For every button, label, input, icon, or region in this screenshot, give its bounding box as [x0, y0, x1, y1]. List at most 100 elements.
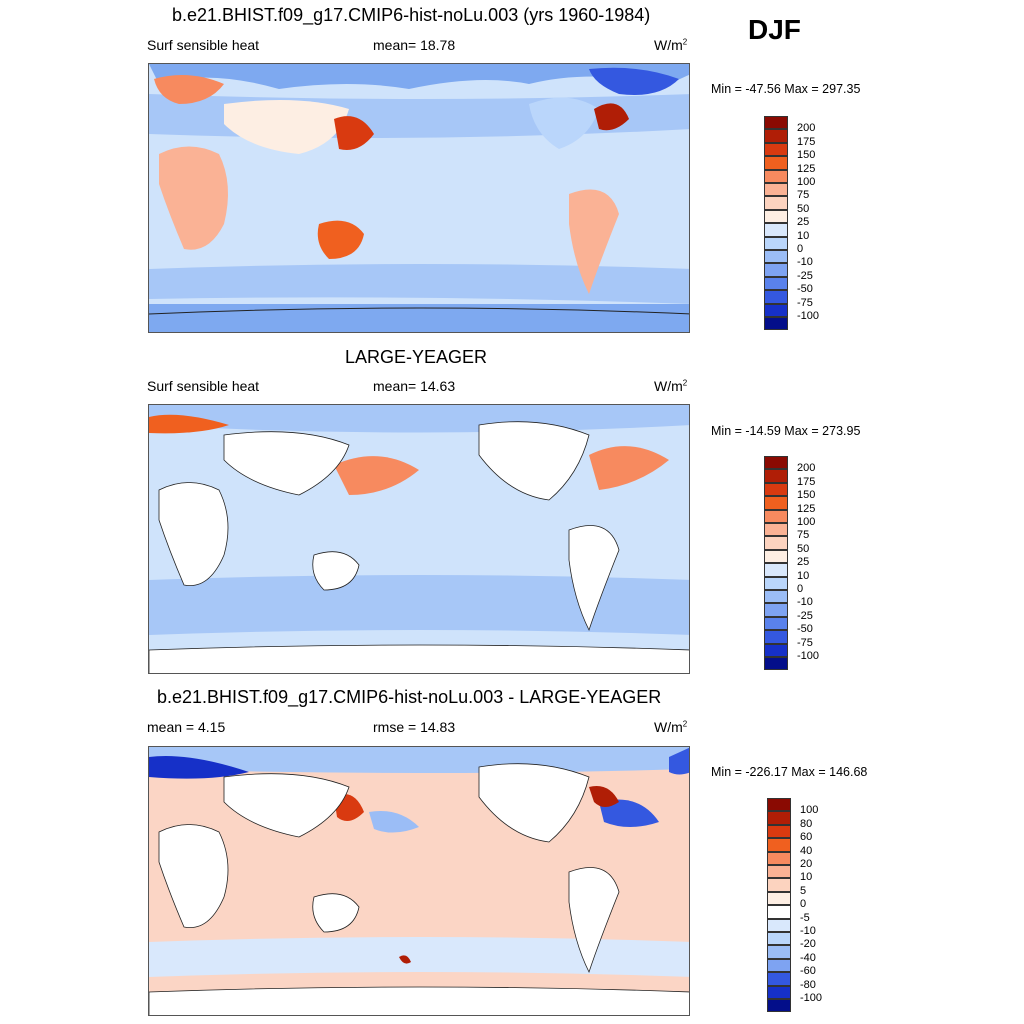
colorbar-3-tick-label: 20 [800, 858, 813, 870]
kuroshio-hotspot [334, 456, 419, 495]
greenland-cold [589, 67, 679, 95]
colorbar-3-swatch [767, 918, 791, 932]
colorbar-3-swatch [767, 811, 791, 825]
colorbar-3-tick-label: 80 [800, 817, 813, 830]
colorbar-3-tick-label: -40 [800, 951, 816, 964]
colorbar-2-swatch [764, 482, 788, 497]
colorbar-2-swatch [764, 509, 788, 523]
colorbar-1-swatch [764, 142, 788, 157]
colorbar-1-swatch [764, 250, 788, 264]
colorbar-3-tick-label: -5 [800, 911, 810, 924]
colorbar-1-tick-label: 125 [797, 162, 816, 175]
australia-land [317, 220, 364, 259]
colorbar-3-tick-label: 5 [800, 884, 807, 897]
colorbar-1-tick-label: -10 [797, 256, 813, 269]
colorbar-2-tick-label: -100 [797, 650, 820, 662]
gulf-stream-hotspot [589, 446, 669, 490]
panel-1-minmax: Min = -47.56 Max = 297.35 [711, 82, 861, 96]
gulf-stream-hotspot [594, 103, 629, 131]
colorbar-1-tick-label: 10 [797, 229, 810, 242]
panel-2-map-svg [149, 405, 689, 673]
north-atlantic-cold [599, 799, 659, 827]
colorbar-2-swatch [764, 456, 788, 470]
colorbar-1-swatch [764, 209, 788, 224]
panel-3-rmse-label: rmse = 14.83 [373, 719, 456, 735]
colorbar-3-tick-label: -100 [800, 992, 823, 1004]
colorbar-1-tick-label: 25 [797, 216, 810, 229]
colorbar-1-swatch [764, 129, 788, 143]
labrador-sea-cold [669, 747, 689, 775]
arctic-band [149, 405, 689, 433]
colorbar-2-swatch [764, 576, 788, 590]
colorbar-3-swatch [767, 905, 791, 919]
colorbar-2-tick-label: -25 [797, 609, 813, 622]
kuroshio-hotspot [334, 116, 374, 150]
colorbar-1-swatch [764, 116, 788, 130]
colorbar-3-tick-label: -10 [800, 925, 816, 937]
colorbar-2-tick-label: 10 [797, 569, 810, 582]
asia-land [224, 100, 349, 154]
colorbar-2-tick-label: -10 [797, 596, 813, 609]
colorbar-3-tick-label: -80 [800, 978, 816, 991]
panel-2-units-label: W/m2 [654, 378, 688, 394]
colorbar-2-swatch [764, 469, 788, 483]
panel-2-map [148, 404, 690, 674]
colorbar-1-swatch [764, 236, 788, 250]
colorbar-3-tick-label: -60 [800, 965, 816, 978]
colorbar-2-swatch [764, 523, 788, 537]
colorbar-1-tick-label: 50 [797, 202, 810, 215]
colorbar-1-tick-label: -50 [797, 283, 813, 296]
season-label: DJF [748, 14, 801, 45]
southern-ocean-band [149, 264, 689, 304]
panel-3-minmax: Min = -226.17 Max = 146.68 [711, 765, 868, 779]
africa-land [159, 146, 228, 250]
colorbar-2-tick-label: 150 [797, 489, 816, 502]
colorbar-1-swatch [764, 183, 788, 197]
colorbar-1-tick-label: -75 [797, 296, 813, 309]
colorbar-3-swatch [767, 985, 791, 999]
colorbar-3-swatch [767, 972, 791, 986]
colorbar-2-tick-label: 0 [797, 583, 804, 595]
colorbar-2-swatch [764, 496, 788, 510]
colorbar-2-swatch [764, 590, 788, 604]
new-zealand-warm [399, 955, 411, 964]
colorbar-1-tick-label: 0 [797, 243, 804, 255]
panel-3-mean-label: mean = 4.15 [147, 719, 226, 735]
colorbar-1-swatch [764, 317, 788, 331]
colorbar-2-swatch [764, 603, 788, 617]
colorbar-3-swatch [767, 932, 791, 946]
arctic-band [149, 64, 689, 89]
colorbar-3-tick-label: 10 [800, 871, 813, 884]
colorbar-3-swatch [767, 958, 791, 973]
africa-land [158, 824, 229, 929]
colorbar-2-tick-label: 175 [797, 475, 816, 488]
colorbar-3-tick-label: 60 [800, 831, 813, 844]
norwegian-sea-hotspot [149, 414, 229, 434]
asia-land [223, 773, 350, 838]
colorbar-2-swatch [764, 643, 788, 657]
colorbar-2-tick-label: 75 [797, 529, 810, 542]
colorbar-2-tick-label: 100 [797, 516, 816, 528]
colorbar-1-swatch [764, 223, 788, 237]
asia-land [223, 431, 350, 496]
antarctic-band [149, 304, 689, 332]
colorbar-2-swatch [764, 549, 788, 564]
colorbar-3-tick-label: -20 [800, 938, 816, 951]
colorbar-2-swatch [764, 563, 788, 577]
colorbar-1-swatch [764, 276, 788, 291]
antarctica-land [149, 986, 689, 1015]
colorbar-3-swatch [767, 838, 791, 852]
panel-3-map [148, 746, 690, 1016]
colorbar-3-tick-label: 100 [800, 804, 819, 817]
colorbar-3-swatch [767, 945, 791, 959]
colorbar-2-swatch [764, 657, 788, 671]
colorbar-2-tick-label: -50 [797, 623, 813, 636]
panel-1-variable-label: Surf sensible heat [147, 37, 260, 53]
europe-land [154, 75, 224, 104]
colorbar-3-tick-label: 0 [800, 898, 807, 911]
colorbar-3-tick-label: 40 [800, 844, 813, 857]
antarctic-coastline [149, 307, 689, 315]
colorbar-1-tick-label: 75 [797, 189, 810, 202]
colorbar-3-swatch [767, 891, 791, 906]
panel-2-minmax: Min = -14.59 Max = 273.95 [711, 424, 861, 438]
